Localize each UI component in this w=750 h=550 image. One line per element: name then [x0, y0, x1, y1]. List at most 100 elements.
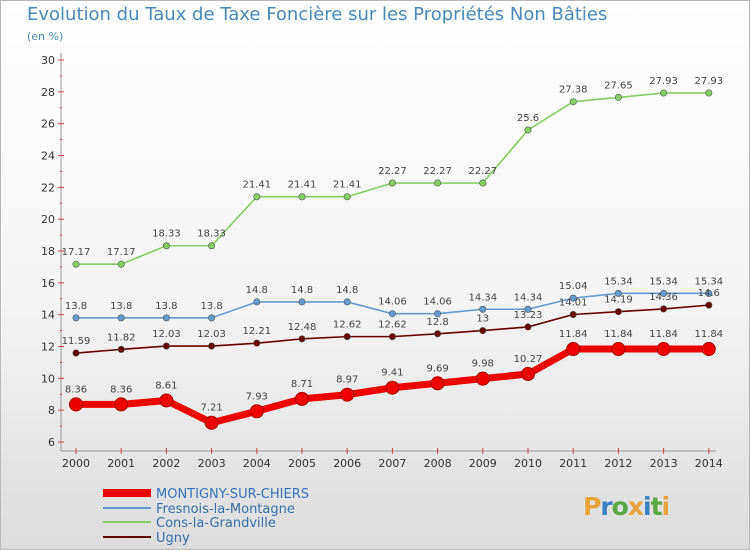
data-point	[479, 179, 487, 187]
data-label: 15.34	[694, 276, 723, 287]
data-point	[208, 342, 216, 350]
data-label: 14.6	[698, 288, 720, 299]
legend-label: Fresnois-la-Montagne	[156, 502, 295, 517]
data-point	[72, 349, 80, 357]
data-point	[434, 179, 442, 187]
data-point	[388, 179, 396, 187]
data-label: 22.27	[378, 166, 407, 177]
data-point	[430, 376, 445, 391]
data-point	[524, 305, 532, 313]
data-label: 11.84	[604, 329, 633, 340]
chart-title: Evolution du Taux de Taxe Foncière sur l…	[27, 4, 608, 25]
x-tick-label: 2006	[333, 457, 361, 470]
x-tick-label: 2007	[378, 457, 406, 470]
data-point	[162, 242, 170, 250]
data-point	[298, 335, 306, 343]
data-label: 14.8	[246, 285, 268, 296]
data-point	[660, 89, 668, 97]
data-label: 14.34	[514, 292, 543, 303]
data-point	[524, 126, 532, 134]
data-label: 21.41	[333, 180, 362, 191]
data-point	[524, 323, 532, 331]
data-label: 13.8	[200, 301, 222, 312]
data-point	[340, 387, 355, 402]
y-tick-label: 6	[48, 436, 55, 449]
data-point	[388, 333, 396, 341]
data-label: 13.8	[65, 301, 87, 312]
data-label: 15.34	[604, 276, 633, 287]
x-tick-label: 2001	[107, 457, 135, 470]
data-point	[705, 301, 713, 309]
data-point	[343, 193, 351, 201]
x-tick-label: 2014	[695, 457, 723, 470]
data-label: 13.8	[110, 301, 132, 312]
data-label: 11.59	[62, 336, 91, 347]
data-point	[705, 89, 713, 97]
data-point	[569, 98, 577, 106]
data-label: 14.01	[559, 298, 588, 309]
y-tick-label: 10	[41, 372, 55, 385]
x-tick-label: 2008	[424, 457, 452, 470]
y-tick-label: 8	[48, 404, 55, 417]
data-label: 17.17	[107, 247, 136, 258]
data-point	[298, 193, 306, 201]
data-point	[343, 298, 351, 306]
data-label: 27.93	[649, 76, 678, 87]
legend-label: Cons-la-Grandville	[156, 516, 276, 531]
data-label: 21.41	[242, 180, 271, 191]
data-point	[208, 314, 216, 322]
data-point	[388, 310, 396, 318]
data-point	[660, 305, 668, 313]
data-label: 21.41	[288, 180, 317, 191]
data-label: 9.98	[472, 359, 494, 370]
data-label: 12.62	[333, 320, 362, 331]
legend-label: Ugny	[156, 531, 190, 546]
data-point	[117, 260, 125, 268]
data-point	[249, 404, 264, 419]
data-label: 14.19	[604, 295, 633, 306]
data-label: 27.38	[559, 85, 588, 96]
y-tick-label: 22	[41, 181, 55, 194]
data-point	[479, 327, 487, 335]
data-point	[114, 397, 129, 412]
x-tick-label: 2013	[650, 457, 678, 470]
x-tick-label: 2010	[514, 457, 542, 470]
x-tick-label: 2012	[604, 457, 632, 470]
data-label: 8.61	[155, 380, 177, 391]
data-label: 13.8	[155, 301, 177, 312]
data-label: 17.17	[62, 247, 91, 258]
y-tick-label: 24	[41, 150, 55, 163]
x-tick-label: 2000	[62, 457, 90, 470]
data-point	[72, 260, 80, 268]
data-label: 8.97	[336, 375, 358, 386]
data-label: 14.06	[423, 297, 452, 308]
data-label: 14.8	[291, 285, 313, 296]
data-point	[204, 415, 219, 430]
data-label: 27.65	[604, 80, 633, 91]
x-tick-label: 2003	[198, 457, 226, 470]
y-tick-label: 28	[41, 86, 55, 99]
data-label: 12.48	[288, 322, 317, 333]
data-label: 13.23	[514, 310, 543, 321]
x-tick-label: 2004	[243, 457, 271, 470]
y-tick-label: 20	[41, 213, 55, 226]
data-point	[569, 294, 577, 302]
data-label: 12.62	[378, 320, 407, 331]
y-tick-label: 14	[41, 309, 55, 322]
data-label: 12.03	[197, 329, 226, 340]
legend-label: MONTIGNY-SUR-CHIERS	[156, 487, 309, 502]
data-label: 15.34	[649, 276, 678, 287]
series-fresnois-la-montagne: 13.8 13.8 13.8 13.8 14.8 14.8 14.8 14.06 14.06 14…	[65, 276, 723, 322]
data-label: 22.27	[423, 166, 452, 177]
data-point	[72, 314, 80, 322]
data-point	[343, 333, 351, 341]
data-point	[159, 393, 174, 408]
data-point	[611, 342, 626, 357]
x-tick-label: 2005	[288, 457, 316, 470]
data-point	[569, 311, 577, 319]
data-label: 12.03	[152, 329, 181, 340]
data-label: 12.21	[242, 326, 271, 337]
data-point	[614, 93, 622, 101]
